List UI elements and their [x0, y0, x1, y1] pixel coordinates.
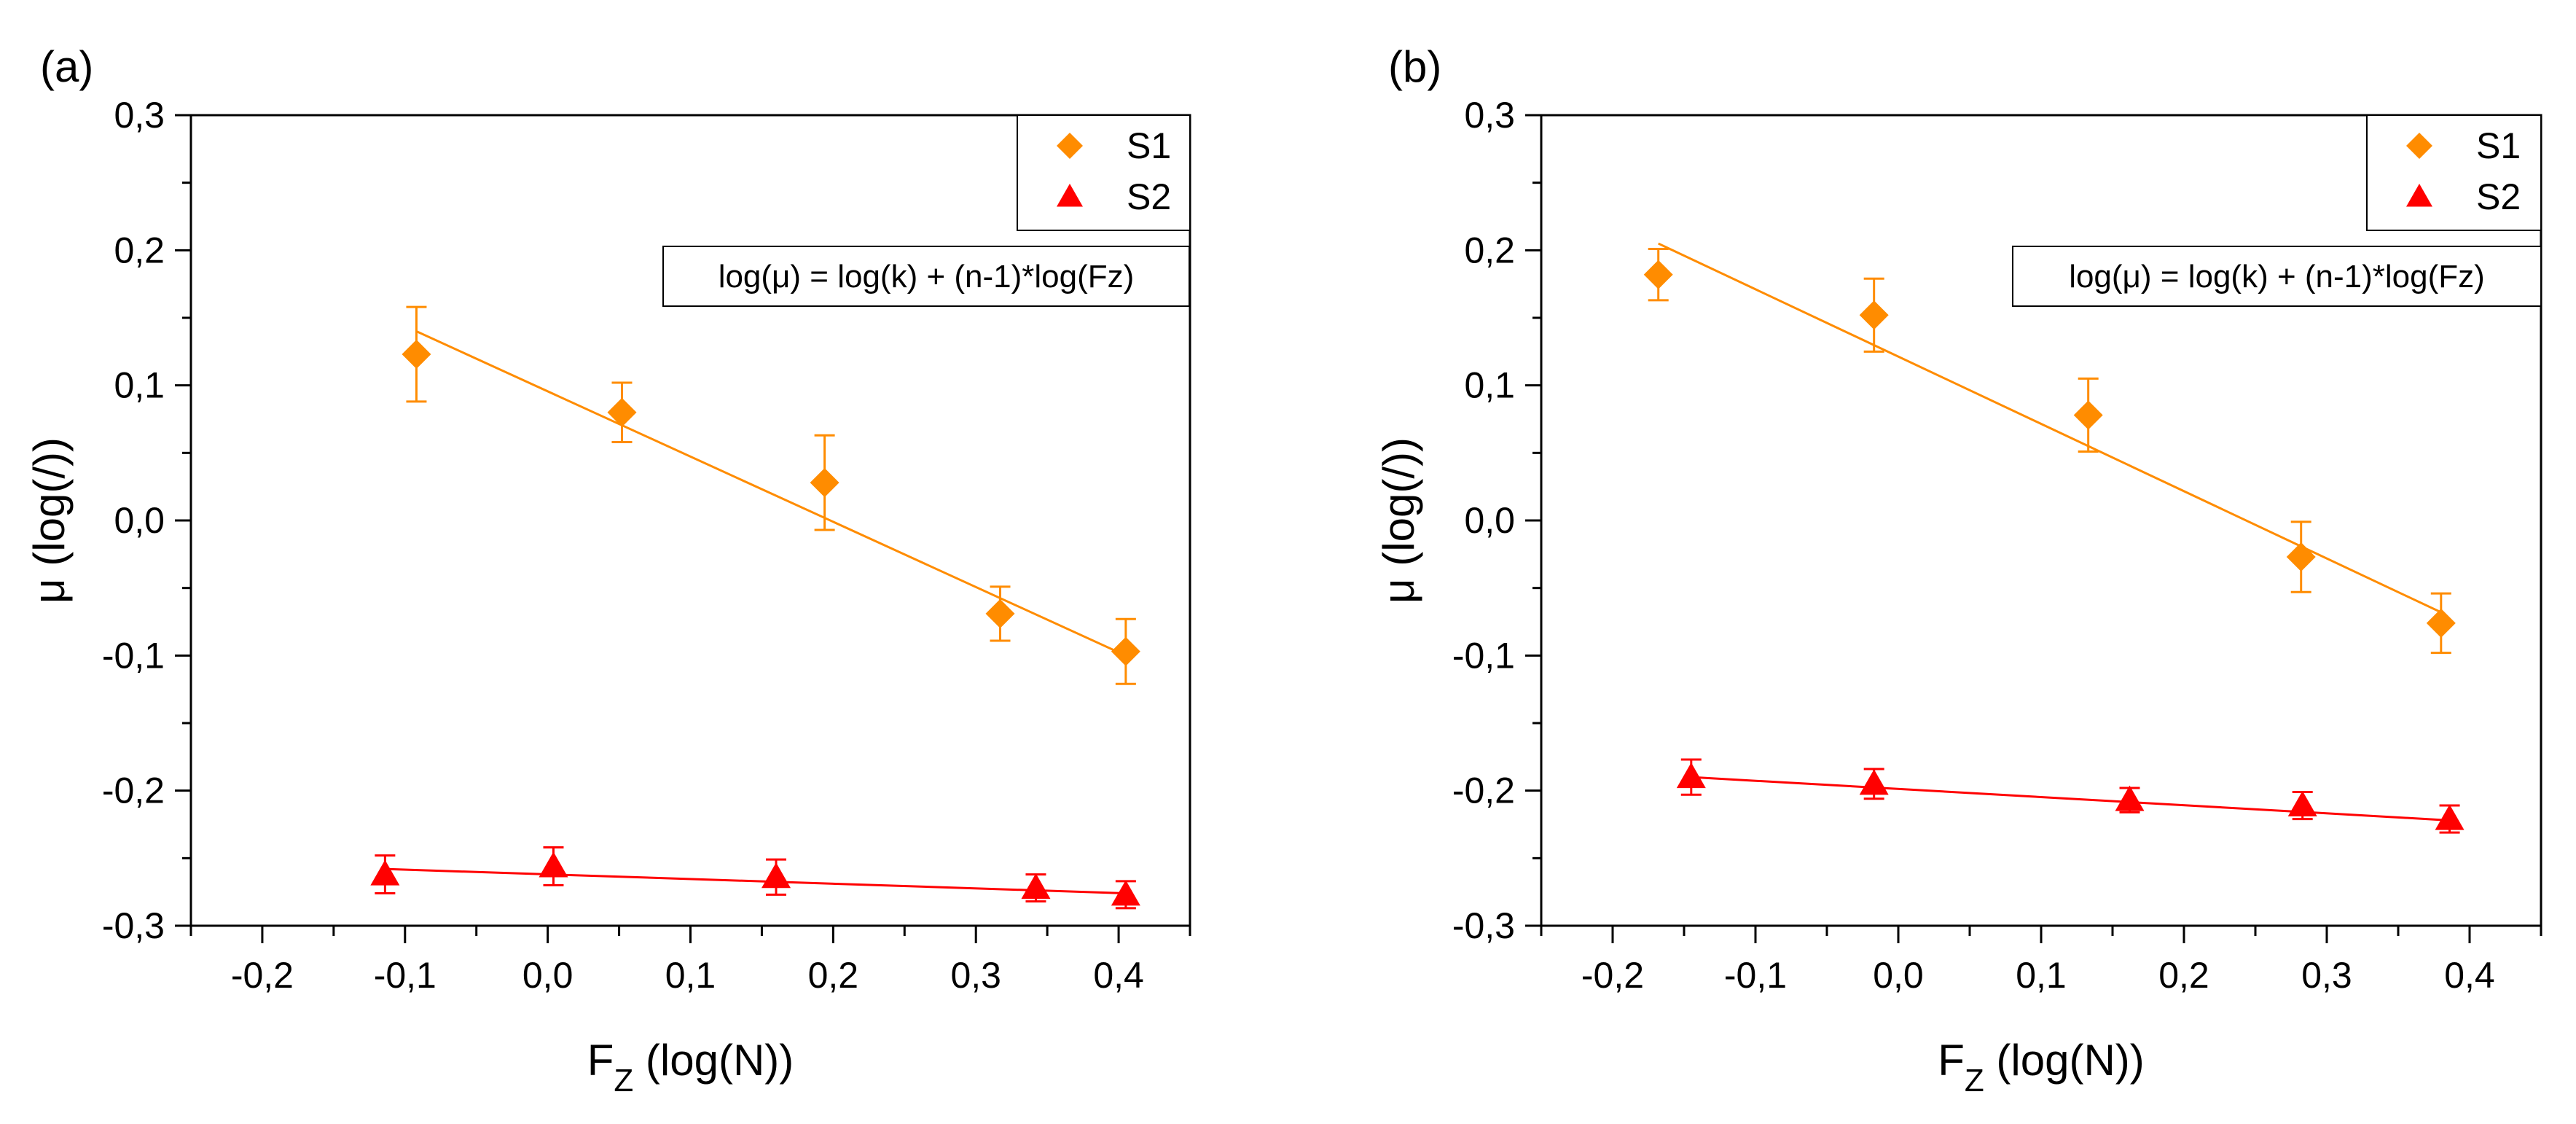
y-tick-label: -0,1 [1452, 635, 1515, 676]
x-tick-label: 0,2 [808, 955, 859, 996]
legend-marker-triangle [2406, 184, 2432, 207]
y-tick-label: 0,2 [1464, 230, 1515, 270]
equation-box: log(μ) = log(k) + (n-1)*log(Fz) [2012, 246, 2542, 307]
x-tick-label: 0,1 [2016, 955, 2067, 996]
legend-marker-triangle [1057, 184, 1083, 207]
legend-label: S2 [1127, 176, 1171, 217]
x-axis-title: FZ (log(N)) [1938, 1036, 2145, 1098]
x-tick-label: 0,3 [2301, 955, 2352, 996]
plot-frame [1540, 114, 2542, 927]
x-tick-label: -0,2 [1581, 955, 1644, 996]
x-tick-label: 0,2 [2158, 955, 2209, 996]
y-tick-label: -0,3 [1452, 905, 1515, 946]
equation-text: log(μ) = log(k) + (n-1)*log(Fz) [719, 259, 1135, 294]
y-tick-label: -0,3 [102, 905, 165, 946]
equation-frame [662, 246, 1190, 307]
plot-frame [189, 114, 1191, 927]
y-axis-title: μ (log(/)) [1374, 437, 1423, 604]
legend-label: S2 [2476, 176, 2521, 217]
x-tick-label: 0,4 [1093, 955, 1144, 996]
equation-text: log(μ) = log(k) + (n-1)*log(Fz) [2069, 259, 2485, 294]
data-point-diamond [1859, 300, 1889, 330]
data-point-diamond [2426, 608, 2456, 638]
y-tick-label: 0,2 [114, 230, 165, 270]
data-point-triangle [370, 859, 400, 886]
y-tick-label: 0,0 [114, 500, 165, 541]
data-point-triangle [1859, 769, 1889, 795]
panel-label: (b) [1388, 42, 1441, 91]
fit-line [1658, 242, 2442, 614]
data-point-diamond [810, 468, 839, 498]
y-tick-label: 0,0 [1464, 500, 1515, 541]
equation-frame [2012, 246, 2542, 307]
x-tick-label: -0,1 [1724, 955, 1787, 996]
legend-label: S1 [2476, 125, 2521, 166]
x-axis-title-sub: Z [614, 1063, 633, 1098]
legend-box [1017, 114, 1191, 231]
y-tick-label: 0,3 [1464, 95, 1515, 136]
data-point-triangle [2115, 785, 2145, 811]
y-axis-title: μ (log(/)) [25, 437, 74, 604]
data-point-triangle [1111, 880, 1140, 906]
y-tick-label: 0,3 [114, 95, 165, 136]
fit-line [1691, 776, 2450, 821]
fit-line [385, 867, 1126, 895]
data-point-triangle [762, 862, 791, 889]
data-point-diamond [2073, 400, 2103, 430]
x-tick-label: 0,1 [665, 955, 716, 996]
equation-box: log(μ) = log(k) + (n-1)*log(Fz) [662, 246, 1190, 307]
data-point-diamond [1111, 636, 1140, 666]
data-point-diamond [402, 340, 431, 370]
data-point-triangle [2435, 804, 2465, 830]
data-point-triangle [1021, 873, 1051, 899]
y-tick-label: -0,1 [102, 635, 165, 676]
data-point-triangle [2287, 791, 2317, 817]
fit-line [415, 330, 1127, 657]
legend-label: S1 [1127, 125, 1171, 166]
data-point-diamond [1643, 259, 1673, 289]
x-axis-title-rest: (log(N)) [1984, 1036, 2145, 1085]
x-axis-title-rest: (log(N)) [633, 1036, 794, 1085]
y-tick-label: -0,2 [1452, 770, 1515, 811]
y-tick-label: -0,2 [102, 770, 165, 811]
x-tick-label: 0,0 [1873, 955, 1924, 996]
x-tick-label: 0,4 [2444, 955, 2495, 996]
y-tick-label: 0,1 [114, 365, 165, 406]
x-axis-title-sub: Z [1965, 1063, 1984, 1098]
x-tick-label: -0,2 [231, 955, 294, 996]
data-point-diamond [985, 598, 1015, 628]
series-s1 [1643, 242, 2456, 655]
legend-box [2366, 114, 2542, 231]
series-s1 [402, 305, 1140, 685]
data-point-diamond [2286, 542, 2316, 572]
x-axis-title-main: F [1938, 1036, 1965, 1085]
chart-panel-b: (b) -0,3 -0,2 -0,1 0,0 0,1 0,2 0,3 -0,2 -0,1 0,0 0,… [1374, 42, 2542, 1098]
series-s2 [370, 846, 1140, 910]
x-axis-title-main: F [587, 1036, 614, 1085]
x-tick-label: -0,1 [374, 955, 436, 996]
data-point-triangle [1676, 762, 1706, 789]
data-point-diamond [607, 397, 637, 427]
chart-panel-a: (a) -0,3 -0,2 -0,1 0,0 0,1 0,2 0,3 -0,2 -0,1 0,0 0,… [25, 42, 1191, 1098]
series-s2 [1676, 758, 2465, 834]
legend-marker-diamond [1057, 133, 1083, 159]
y-tick-label: 0,1 [1464, 365, 1515, 406]
x-tick-label: 0,0 [522, 955, 573, 996]
x-tick-label: 0,3 [950, 955, 1001, 996]
legend-marker-diamond [2406, 133, 2432, 159]
data-point-triangle [539, 851, 568, 878]
panel-label: (a) [40, 42, 93, 91]
x-axis-title: FZ (log(N)) [587, 1036, 794, 1098]
